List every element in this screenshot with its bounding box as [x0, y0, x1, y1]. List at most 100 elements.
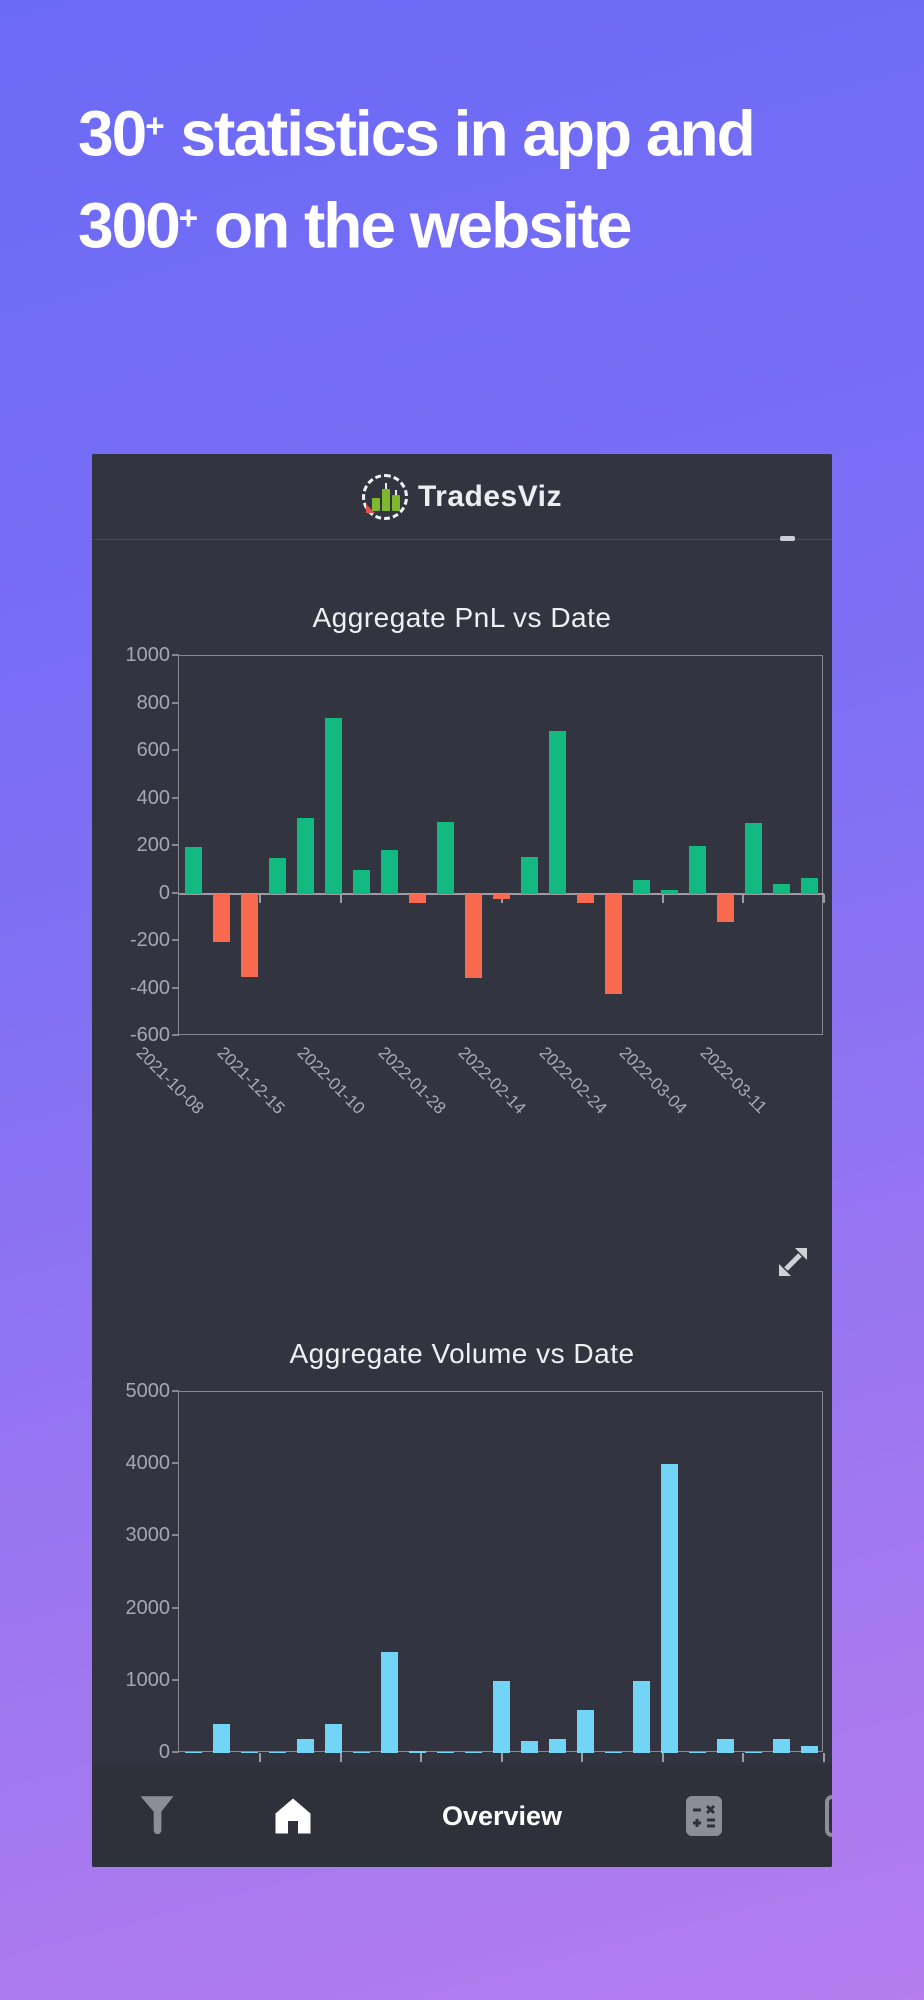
pnl-bar [352, 869, 370, 894]
volume-ytick-label: 4000 [125, 1452, 171, 1475]
volume-bar [268, 1752, 286, 1753]
pnl-x-axis-tick [742, 893, 745, 903]
nav-current-page-label: Overview [441, 1800, 563, 1831]
pnl-ytick-mark [172, 654, 179, 656]
volume-ytick-label: 5000 [125, 1380, 171, 1402]
volume-ytick-mark [172, 1390, 179, 1392]
pnl-bar [577, 893, 595, 903]
home-icon [275, 1798, 311, 1834]
volume-ytick-mark [172, 1534, 179, 1537]
pnl-bar [184, 847, 202, 894]
bottom-nav-bar: Overview [92, 1765, 832, 1867]
pnl-bar [464, 893, 482, 978]
volume-chart-plot[interactable] [178, 1391, 825, 1762]
pnl-chart-plot[interactable] [178, 655, 825, 1035]
journal-button[interactable] [819, 1765, 832, 1867]
pnl-bar [492, 893, 510, 900]
pnl-chart-x-axis-labels: 2021-10-08 2021-12-15 2022-01-10 2022-01-28… [133, 1043, 823, 1173]
pnl-bar [380, 849, 398, 894]
volume-ytick-mark [172, 1606, 179, 1609]
volume-bar [577, 1709, 595, 1753]
pnl-bar [240, 893, 258, 977]
volume-x-axis-tick [661, 1753, 664, 1762]
pnl-bar [408, 893, 426, 903]
volume-bar [296, 1738, 314, 1753]
volume-x-axis-tick [742, 1753, 745, 1762]
pnl-bar [521, 856, 539, 894]
volume-bar [633, 1680, 651, 1753]
pnl-ytick-mark [172, 796, 179, 799]
volume-x-axis-tick [259, 1753, 261, 1762]
app-header: TradesViz [92, 454, 832, 540]
volume-ytick-mark [172, 1678, 179, 1681]
pnl-bar [773, 884, 791, 894]
volume-ytick-label: 3000 [125, 1524, 171, 1547]
pnl-ytick-label: 200 [136, 834, 170, 856]
volume-bar [352, 1752, 370, 1753]
pnl-ytick-label: 1000 [125, 644, 171, 666]
pnl-ytick-label: -400 [129, 976, 170, 999]
logo-red-wedge [365, 503, 375, 513]
pnl-x-axis-tick [339, 893, 342, 903]
pnl-bar [268, 857, 286, 894]
pnl-bar [212, 893, 230, 943]
plus-superscript: + [145, 108, 165, 145]
pnl-ytick-label: 600 [136, 739, 170, 761]
home-button[interactable] [270, 1765, 316, 1867]
pnl-bar [689, 846, 707, 894]
pnl-x-axis-tick [823, 893, 825, 903]
tradesviz-logo-icon [361, 473, 408, 520]
scrollbar-thumb[interactable] [780, 536, 795, 541]
volume-chart-title: Aggregate Volume vs Date [289, 1338, 635, 1369]
volume-ytick-mark [172, 1462, 179, 1465]
volume-x-axis-tick [420, 1753, 423, 1762]
volume-bar [436, 1752, 454, 1753]
filter-funnel-icon [140, 1796, 174, 1835]
volume-bar [240, 1751, 258, 1753]
pnl-ytick-mark [172, 749, 179, 751]
filter-button[interactable] [134, 1765, 180, 1867]
volume-ytick-label: 2000 [125, 1596, 171, 1619]
pnl-bar [661, 889, 679, 894]
volume-bar [408, 1750, 426, 1753]
calculator-icon [686, 1796, 722, 1836]
expand-diagonal-arrows-icon [779, 1248, 807, 1276]
pnl-ytick-mark [172, 891, 179, 894]
pnl-ytick-label: -200 [129, 929, 170, 951]
pnl-bar [633, 880, 651, 894]
pnl-ytick-label: 0 [158, 881, 170, 904]
plus-superscript: + [178, 200, 199, 238]
clipboard-icon [825, 1795, 832, 1837]
volume-bar [492, 1680, 510, 1753]
volume-x-axis-tick [339, 1753, 342, 1762]
volume-bar [745, 1752, 763, 1753]
volume-bar [605, 1752, 623, 1753]
expand-chart-button[interactable] [774, 1243, 812, 1281]
pnl-bar [549, 730, 567, 894]
pnl-bar [745, 823, 763, 894]
volume-x-axis-tick [500, 1753, 503, 1762]
pnl-ytick-mark [172, 939, 179, 941]
pnl-ytick-mark [172, 1034, 179, 1036]
pnl-bar [605, 893, 623, 995]
volume-bar [549, 1739, 567, 1753]
pnl-bar [296, 817, 314, 894]
calculator-button[interactable] [684, 1765, 724, 1867]
volume-bar [184, 1752, 202, 1753]
volume-bar [773, 1738, 791, 1753]
pnl-bar [717, 893, 735, 922]
pnl-bar [436, 822, 454, 894]
volume-bar [380, 1651, 398, 1753]
pnl-ytick-label: 800 [136, 691, 170, 714]
volume-bar [717, 1738, 735, 1753]
pnl-bar [801, 878, 819, 894]
pnl-ytick-mark [172, 844, 179, 846]
volume-bar [464, 1752, 482, 1753]
app-title: TradesViz [417, 479, 563, 513]
pnl-x-axis-tick [259, 893, 261, 903]
volume-bar [661, 1464, 679, 1753]
pnl-ytick-mark [172, 701, 179, 704]
pnl-ytick-mark [172, 986, 179, 989]
pnl-bar [324, 717, 342, 894]
pnl-ytick-label: -600 [129, 1024, 170, 1046]
